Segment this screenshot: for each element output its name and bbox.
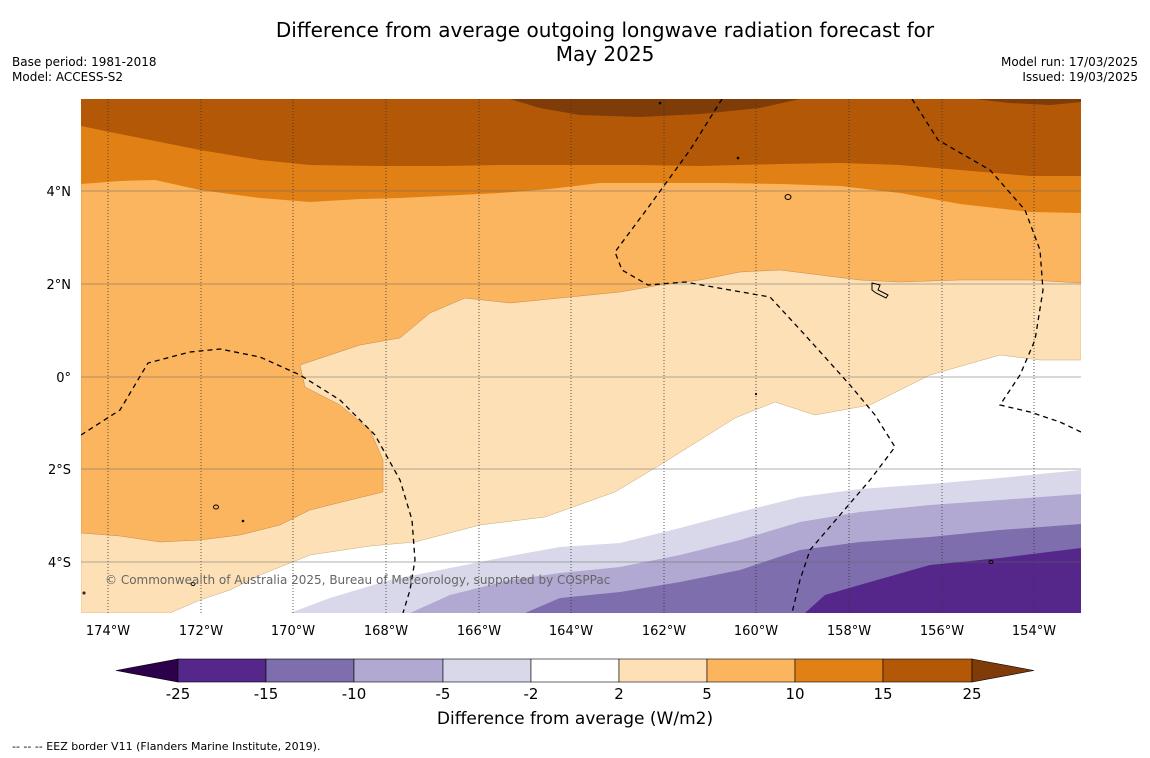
colorbar-tick-label: 2 — [614, 685, 624, 703]
title-line-2: May 2025 — [555, 42, 655, 66]
colorbar-under-arrow — [115, 658, 179, 683]
colorbar-tick-label: -25 — [166, 685, 191, 703]
colorbar-segment — [265, 658, 355, 683]
issued-date: Issued: 19/03/2025 — [1022, 70, 1138, 84]
contour-band-over-25-east — [975, 99, 1081, 105]
lon-tick-label: 160°W — [734, 624, 778, 639]
colorbar-tick-label: -2 — [524, 685, 539, 703]
colorbar-segment — [882, 658, 973, 683]
colorbar-segment — [353, 658, 444, 683]
colorbar-segment — [177, 658, 267, 683]
island-shape — [658, 101, 662, 105]
island-shape — [871, 282, 889, 299]
lat-tick-label: 2°S — [48, 463, 71, 478]
run-info: Model run: 17/03/2025 Issued: 19/03/2025 — [1001, 55, 1138, 85]
lon-tick-label: 158°W — [827, 624, 871, 639]
colorbar-segment — [794, 658, 884, 683]
lon-tick-label: 164°W — [549, 624, 593, 639]
lon-tick-label: 162°W — [642, 624, 686, 639]
colorbar-segment — [530, 658, 620, 683]
lon-tick-label: 154°W — [1012, 624, 1056, 639]
colorbar — [115, 658, 1035, 683]
colorbar-tick-label: 25 — [962, 685, 981, 703]
lon-tick-label: 172°W — [179, 624, 223, 639]
lat-tick-label: 2°N — [47, 278, 72, 293]
island-shape — [754, 392, 758, 396]
model-run-date: Model run: 17/03/2025 — [1000, 55, 1138, 69]
lat-tick-label: 0° — [56, 371, 71, 386]
lon-tick-label: 170°W — [271, 624, 315, 639]
eez-borders — [81, 99, 1081, 613]
contour-band-over-25-center — [510, 99, 800, 117]
island-shape — [988, 560, 994, 564]
colorbar-over-arrow — [971, 658, 1035, 683]
island-shape — [784, 194, 792, 200]
island-shape — [736, 156, 740, 160]
title-line-1: Difference from average outgoing longwav… — [275, 18, 935, 42]
contour-band-neg-15-25 — [805, 548, 1081, 613]
colorbar-tick-label: 10 — [785, 685, 804, 703]
island-shape — [190, 582, 196, 586]
latitude-gridlines — [81, 190, 1081, 563]
base-period: Base period: 1981-2018 — [12, 55, 157, 69]
model-name: Model: ACCESS-S2 — [12, 70, 124, 84]
island-shape — [213, 504, 219, 510]
chart-title: Difference from average outgoing longwav… — [230, 18, 980, 66]
island-shape — [82, 591, 86, 595]
colorbar-tick-label: -10 — [342, 685, 367, 703]
colorbar-tick-label: 5 — [702, 685, 712, 703]
colorbar-segment — [706, 658, 796, 683]
contour-band-15-25 — [81, 99, 1081, 176]
lat-tick-label: 4°N — [47, 185, 72, 200]
copyright-notice: © Commonwealth of Australia 2025, Bureau… — [105, 573, 610, 587]
model-info: Base period: 1981-2018 Model: ACCESS-S2 — [12, 55, 157, 85]
contour-fill-layer — [81, 99, 1081, 613]
colorbar-tick-label: -15 — [254, 685, 279, 703]
lon-tick-label: 166°W — [457, 624, 501, 639]
longitude-axis: 174°W 172°W 170°W 168°W 166°W 164°W 162°… — [86, 624, 1056, 639]
colorbar-tick-label: 15 — [873, 685, 892, 703]
colorbar-ticks: -25 -15 -10 -5 -2 2 5 10 15 25 — [166, 685, 982, 703]
colorbar-segment — [442, 658, 532, 683]
colorbar-segment — [618, 658, 708, 683]
colorbar-tick-label: -5 — [436, 685, 451, 703]
lon-tick-label: 168°W — [364, 624, 408, 639]
islands — [82, 101, 994, 595]
latitude-axis: 4°N 2°N 0° 2°S 4°S — [47, 185, 72, 571]
lon-tick-label: 156°W — [920, 624, 964, 639]
colorbar-label: Difference from average (W/m2) — [436, 709, 714, 729]
contour-band-5-10 — [81, 99, 1081, 543]
island-shape — [241, 519, 245, 523]
lon-tick-label: 174°W — [86, 624, 130, 639]
eez-legend-note: -- -- -- EEZ border V11 (Flanders Marine… — [12, 740, 321, 753]
lat-tick-label: 4°S — [48, 556, 71, 571]
